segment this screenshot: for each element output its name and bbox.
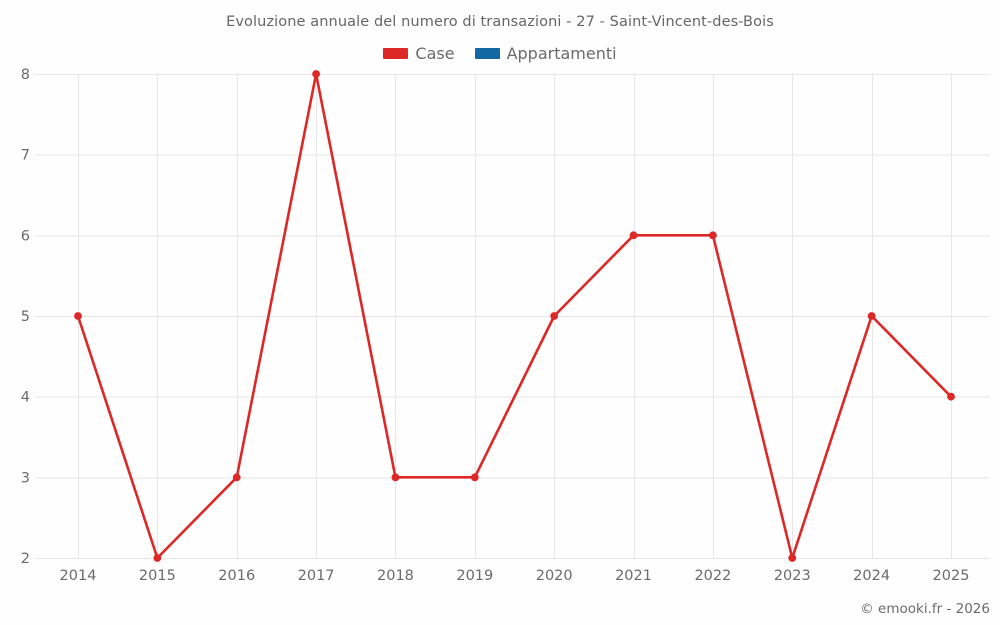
y-axis-tick-label: 5 (21, 309, 30, 325)
data-point (74, 312, 82, 320)
y-axis-tick-labels: 2 3 4 5 6 7 8 (21, 67, 30, 567)
x-axis-tick-label: 2019 (456, 568, 493, 584)
data-point (867, 312, 876, 320)
legend-item-appartamenti[interactable]: Appartamenti (474, 44, 617, 63)
data-point (947, 392, 955, 401)
data-point (629, 231, 638, 240)
legend-swatch-appartamenti (474, 48, 500, 59)
data-point (153, 554, 162, 562)
chart-legend: Case Appartamenti (0, 44, 1000, 63)
data-point (391, 473, 400, 482)
x-axis-tick-label: 2024 (853, 568, 890, 584)
data-point (312, 70, 320, 78)
x-axis-tick-label: 2025 (933, 568, 970, 584)
series-line-0 (76, 72, 953, 560)
x-axis-tick-labels: 2014 2015 2016 2017 2018 2019 2020 2021 2022 2023… (60, 568, 970, 584)
legend-label-case: Case (415, 44, 455, 63)
legend-item-case[interactable]: Case (383, 44, 455, 63)
x-axis-tick-label: 2017 (298, 568, 335, 584)
x-axis-tick-label: 2023 (774, 568, 811, 584)
data-series-layer (74, 70, 955, 562)
data-point (232, 473, 241, 482)
x-axis-tick-label: 2018 (377, 568, 414, 584)
copyright-credit: © emooki.fr - 2026 (860, 601, 990, 617)
data-point (788, 554, 797, 562)
y-axis-tick-label: 8 (21, 67, 30, 83)
chart-title: Evoluzione annuale del numero di transaz… (226, 14, 774, 30)
y-axis-tick-label: 3 (21, 470, 30, 486)
x-axis-tick-label: 2021 (615, 568, 652, 584)
x-axis-tick-label: 2015 (139, 568, 176, 584)
x-axis-tick-label: 2014 (60, 568, 97, 584)
x-axis-tick-label: 2022 (694, 568, 731, 584)
data-point (709, 231, 717, 240)
y-axis-tick-label: 2 (21, 551, 30, 567)
y-axis-tick-label: 6 (21, 228, 30, 244)
y-axis-tick-label: 7 (21, 148, 30, 164)
x-axis-tick-label: 2016 (218, 568, 255, 584)
y-axis-tick-label: 4 (21, 390, 30, 406)
data-point (470, 473, 479, 482)
horizontal-gridlines (35, 74, 990, 559)
data-point (550, 312, 559, 320)
legend-swatch-case (383, 48, 409, 59)
legend-label-appartamenti: Appartamenti (506, 44, 617, 63)
x-axis-tick-label: 2020 (536, 568, 573, 584)
